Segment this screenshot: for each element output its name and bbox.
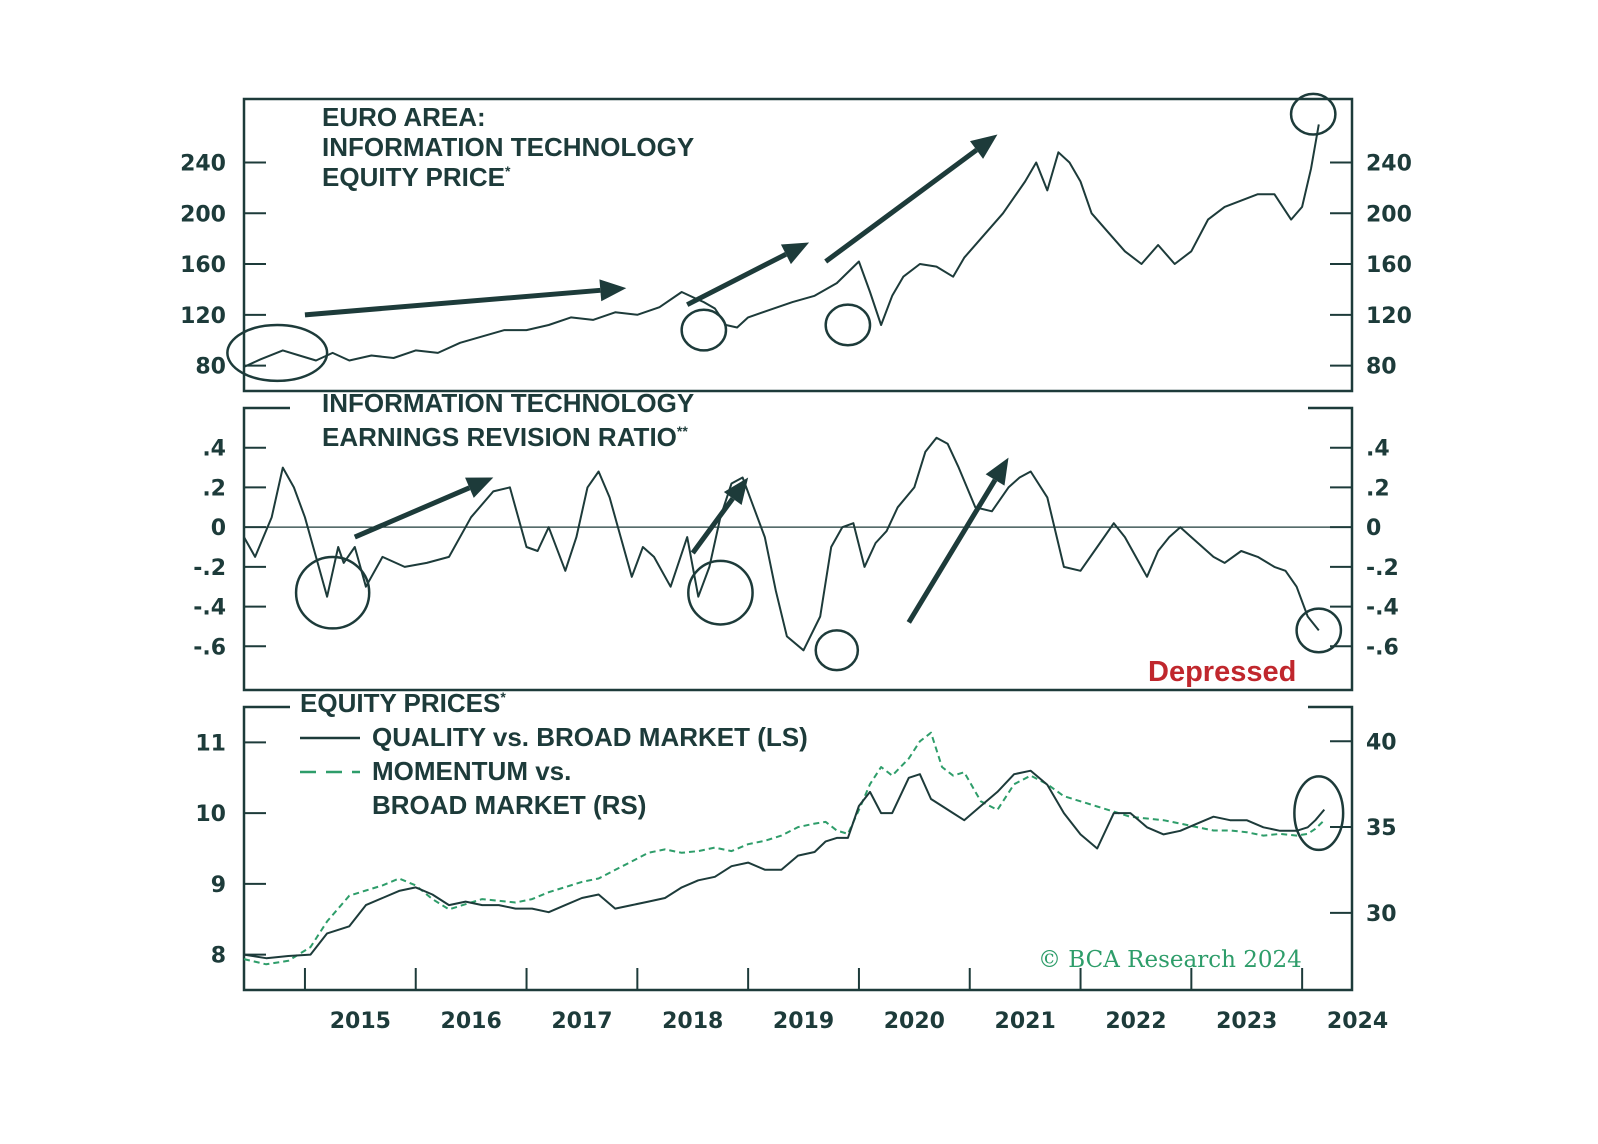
top-trend-arrow-shaft bbox=[824, 147, 979, 264]
top-highlight-circle bbox=[824, 303, 872, 347]
middle-highlight-circle bbox=[687, 559, 754, 626]
middle-left-tick-label: 0 bbox=[211, 516, 226, 541]
x-tick-label: 2017 bbox=[551, 1009, 612, 1034]
x-axis: 2015 2016 2017 2018 2019 2020 2021 2022 2023 2024 bbox=[303, 968, 1388, 1034]
x-tick-label: 2016 bbox=[441, 1009, 502, 1034]
bottom-panel-frame bbox=[242, 705, 1354, 992]
depressed-annotation: Depressed bbox=[1148, 656, 1296, 688]
legend-quality-label: QUALITY vs. BROAD MARKET (LS) bbox=[372, 722, 808, 752]
top-left-tick-label: 80 bbox=[195, 355, 226, 380]
middle-title-line-2: EARNINGS REVISION RATIO** bbox=[322, 422, 688, 452]
top-left-tick-label: 120 bbox=[180, 304, 226, 329]
top-left-tick-label: 160 bbox=[180, 253, 226, 278]
top-left-tick-label: 200 bbox=[180, 202, 226, 227]
top-panel-frame bbox=[242, 97, 1354, 393]
top-right-tick-label: 160 bbox=[1366, 253, 1412, 278]
x-tick-label: 2023 bbox=[1216, 1009, 1277, 1034]
top-trend-arrow-shaft bbox=[304, 287, 601, 318]
middle-trend-arrow-shaft bbox=[353, 485, 471, 540]
middle-trend-arrow-shaft bbox=[690, 496, 735, 555]
legend-momentum-label-line-1: MOMENTUM vs. bbox=[372, 756, 571, 786]
middle-left-tick-label: -.2 bbox=[193, 556, 226, 581]
top-right-tick-label: 200 bbox=[1366, 202, 1412, 227]
middle-right-tick-label: .2 bbox=[1366, 476, 1390, 501]
x-tick-label: 2022 bbox=[1105, 1009, 1166, 1034]
top-it-equity-price-line bbox=[243, 124, 1320, 368]
middle-left-tick-label: -.6 bbox=[193, 635, 226, 660]
top-trend-arrow-head bbox=[969, 134, 998, 159]
bottom-quality-line bbox=[243, 769, 1326, 960]
bottom-left-tick-label: 8 bbox=[211, 944, 226, 969]
middle-trend-arrow-head bbox=[985, 457, 1009, 486]
middle-trend-arrow-head bbox=[465, 477, 494, 498]
bottom-right-tick-label: 35 bbox=[1366, 816, 1397, 841]
bottom-right-tick-label: 30 bbox=[1366, 902, 1397, 927]
top-highlight-circle bbox=[1289, 92, 1337, 136]
top-trend-arrow-head bbox=[780, 242, 810, 265]
middle-left-tick-label: .2 bbox=[202, 476, 226, 501]
middle-left-tick-label: .4 bbox=[202, 437, 226, 462]
x-tick-label: 2018 bbox=[662, 1009, 723, 1034]
bottom-panel: 8 9 10 11 30 35 40 EQUITY PRICES* QUALITY vs. … bbox=[195, 688, 1397, 992]
middle-left-tick-label: -.4 bbox=[193, 596, 226, 621]
bottom-left-tick-label: 9 bbox=[211, 873, 226, 898]
middle-right-tick-label: -.6 bbox=[1366, 635, 1399, 660]
middle-highlight-circle bbox=[814, 629, 860, 672]
middle-highlight-circle bbox=[1295, 607, 1343, 654]
top-left-tick-label: 240 bbox=[180, 151, 226, 176]
top-right-tick-label: 240 bbox=[1366, 151, 1412, 176]
bca-credit: © BCA Research 2024 bbox=[1038, 947, 1302, 973]
bottom-left-tick-label: 11 bbox=[195, 731, 226, 756]
bottom-right-tick-label: 40 bbox=[1366, 730, 1397, 755]
x-tick-label: 2020 bbox=[884, 1009, 945, 1034]
legend-momentum-label-line-2: BROAD MARKET (RS) bbox=[372, 790, 646, 820]
x-tick-label: 2024 bbox=[1327, 1009, 1388, 1034]
top-title-line-2: INFORMATION TECHNOLOGY bbox=[322, 132, 694, 162]
middle-panel-frame bbox=[242, 406, 1354, 692]
top-title-line-1: EURO AREA: bbox=[322, 102, 486, 132]
middle-right-tick-label: 0 bbox=[1366, 516, 1381, 541]
top-trend-arrow-shaft bbox=[686, 252, 788, 307]
bottom-highlight-circle bbox=[1293, 775, 1345, 852]
middle-right-tick-label: .4 bbox=[1366, 437, 1390, 462]
top-title-line-3: EQUITY PRICE* bbox=[322, 162, 511, 192]
middle-trend-arrow-shaft bbox=[906, 478, 998, 624]
middle-title-line-1: INFORMATION TECHNOLOGY bbox=[322, 388, 694, 418]
middle-right-tick-label: -.4 bbox=[1366, 596, 1399, 621]
top-right-tick-label: 80 bbox=[1366, 355, 1397, 380]
bottom-title: EQUITY PRICES* bbox=[300, 688, 506, 718]
middle-panel: .4 .4 .2 .2 0 0 -.2 -.2 -.4 -.4 -.6 -.6 INFORMATION… bbox=[193, 388, 1399, 692]
middle-right-tick-label: -.2 bbox=[1366, 556, 1399, 581]
middle-revision-ratio-line bbox=[243, 436, 1320, 652]
middle-highlight-circle bbox=[294, 555, 371, 630]
bottom-momentum-line bbox=[243, 731, 1325, 966]
top-right-tick-label: 120 bbox=[1366, 304, 1412, 329]
top-highlight-circle bbox=[680, 308, 728, 352]
top-highlight-circle bbox=[226, 323, 329, 383]
x-tick-label: 2015 bbox=[330, 1009, 391, 1034]
bottom-left-tick-label: 10 bbox=[195, 802, 226, 827]
middle-trend-arrow-head bbox=[723, 477, 749, 505]
x-tick-label: 2021 bbox=[995, 1009, 1056, 1034]
x-tick-label: 2019 bbox=[773, 1009, 834, 1034]
top-trend-arrow-head bbox=[599, 279, 627, 302]
